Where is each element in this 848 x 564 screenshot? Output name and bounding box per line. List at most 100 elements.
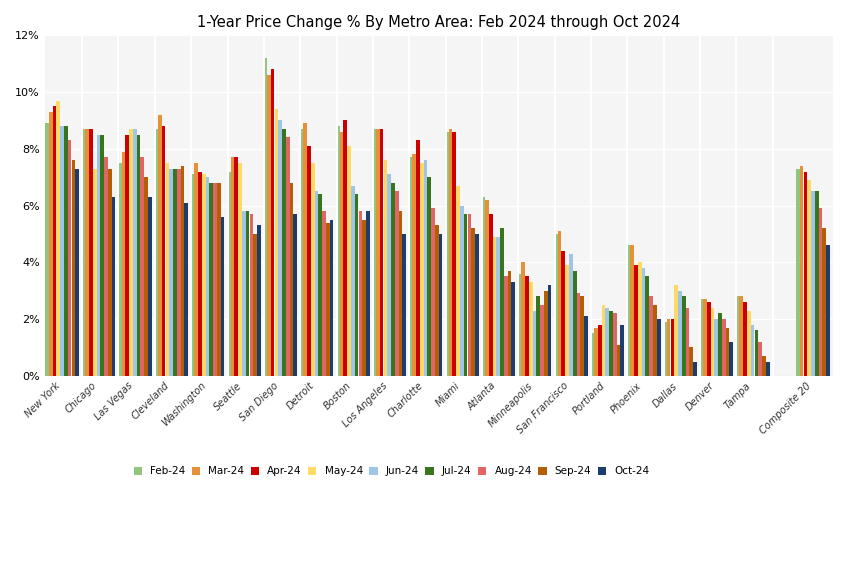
Bar [121, 152, 126, 376]
Bar [162, 126, 165, 376]
Bar [227, 171, 231, 376]
Bar [238, 163, 242, 376]
Bar [427, 177, 431, 376]
Bar [271, 69, 275, 376]
Bar [416, 140, 420, 376]
Bar [340, 132, 343, 376]
Bar [194, 163, 198, 376]
Bar [100, 135, 104, 376]
Bar [729, 342, 734, 376]
Bar [590, 333, 594, 376]
Bar [351, 186, 354, 376]
Bar [722, 319, 726, 376]
Bar [53, 106, 57, 376]
Bar [148, 197, 152, 376]
Bar [682, 296, 685, 376]
Bar [580, 296, 584, 376]
Bar [642, 268, 645, 376]
Bar [75, 169, 79, 376]
Bar [667, 319, 671, 376]
Bar [380, 129, 383, 376]
Bar [627, 245, 630, 376]
Bar [403, 234, 406, 376]
Bar [663, 322, 667, 376]
Bar [234, 157, 238, 376]
Bar [714, 319, 718, 376]
Bar [424, 160, 427, 376]
Bar [815, 191, 818, 376]
Bar [823, 228, 826, 376]
Bar [231, 157, 234, 376]
Bar [158, 114, 162, 376]
Bar [638, 262, 642, 376]
Bar [613, 314, 616, 376]
Bar [762, 356, 766, 376]
Bar [254, 234, 257, 376]
Bar [544, 290, 548, 376]
Bar [609, 311, 613, 376]
Bar [242, 212, 246, 376]
Bar [496, 237, 500, 376]
Bar [366, 212, 370, 376]
Bar [475, 234, 479, 376]
Bar [108, 169, 112, 376]
Bar [657, 319, 661, 376]
Bar [213, 183, 217, 376]
Bar [57, 100, 60, 376]
Bar [558, 231, 561, 376]
Bar [257, 226, 260, 376]
Bar [750, 325, 755, 376]
Bar [68, 140, 71, 376]
Bar [432, 208, 435, 376]
Bar [653, 305, 656, 376]
Bar [97, 135, 100, 376]
Bar [807, 180, 811, 376]
Bar [471, 228, 475, 376]
Bar [126, 135, 129, 376]
Bar [249, 214, 254, 376]
Bar [650, 296, 653, 376]
Bar [347, 146, 351, 376]
Bar [177, 169, 181, 376]
Bar [326, 223, 330, 376]
Title: 1-Year Price Change % By Metro Area: Feb 2024 through Oct 2024: 1-Year Price Change % By Metro Area: Feb… [198, 15, 680, 30]
Bar [703, 299, 706, 376]
Bar [286, 138, 289, 376]
Bar [141, 157, 144, 376]
Bar [605, 308, 609, 376]
Bar [49, 112, 53, 376]
Bar [464, 214, 467, 376]
Bar [525, 276, 529, 376]
Bar [209, 183, 213, 376]
Bar [569, 254, 572, 376]
Bar [548, 285, 551, 376]
Bar [137, 135, 141, 376]
Bar [533, 311, 537, 376]
Bar [743, 302, 747, 376]
Bar [554, 234, 558, 376]
Bar [500, 228, 504, 376]
Bar [561, 251, 566, 376]
Bar [336, 126, 339, 376]
Bar [354, 194, 359, 376]
Bar [800, 166, 803, 376]
Bar [485, 200, 488, 376]
Legend: Feb-24, Mar-24, Apr-24, May-24, Jun-24, Jul-24, Aug-24, Sep-24, Oct-24: Feb-24, Mar-24, Apr-24, May-24, Jun-24, … [131, 463, 653, 479]
Bar [409, 157, 412, 376]
Bar [165, 163, 170, 376]
Bar [191, 174, 194, 376]
Bar [362, 220, 366, 376]
Bar [202, 174, 205, 376]
Bar [383, 160, 388, 376]
Bar [598, 325, 601, 376]
Bar [60, 126, 64, 376]
Bar [205, 177, 209, 376]
Bar [263, 58, 267, 376]
Bar [460, 205, 464, 376]
Bar [456, 186, 460, 376]
Bar [540, 305, 544, 376]
Bar [86, 129, 89, 376]
Bar [311, 163, 315, 376]
Bar [267, 75, 271, 376]
Bar [645, 276, 650, 376]
